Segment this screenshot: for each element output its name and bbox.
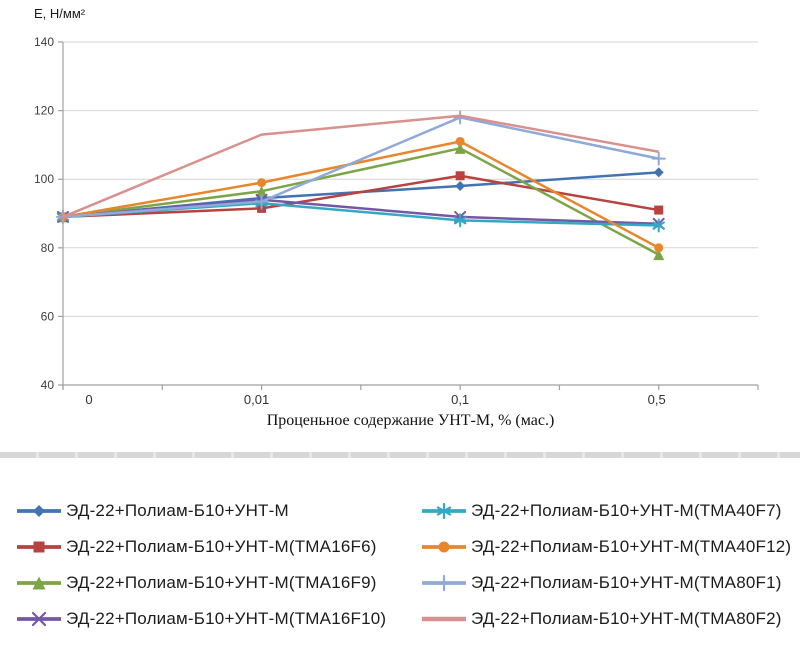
legend-item-series-5: ЭД-22+Полиам-Б10+УНТ-М(ТМА40F7): [420, 493, 800, 529]
legend-item-series-3: ЭД-22+Полиам-Б10+УНТ-М(ТМА16F9): [15, 565, 420, 601]
y-tick-label: 120: [34, 104, 54, 118]
series-5-marker: [453, 216, 467, 225]
series-3-marker: [256, 185, 268, 197]
legend-label: ЭД-22+Полиам-Б10+УНТ-М(ТМА80F2): [471, 609, 782, 628]
y-tick-label: 60: [41, 309, 55, 323]
x-tick-label: 0,01: [244, 392, 269, 407]
line-chart: Е, Н/мм² 40 60 80 100 120 140 0 0,01 0,1 0,5 Проц…: [33, 6, 759, 429]
legend-item-series-7: ЭД-22+Полиам-Б10+УНТ-М(ТМА80F1): [420, 565, 800, 601]
line: [31, 611, 47, 627]
legend-label: ЭД-22+Полиам-Б10+УНТ-М(ТМА40F12): [471, 537, 792, 556]
legend-label: ЭД-22+Полиам-Б10+УНТ-М: [66, 501, 289, 520]
series-6-marker: [257, 178, 267, 188]
y-tick-label: 100: [34, 172, 54, 186]
series-2-marker: [654, 205, 664, 215]
divider-band: [0, 452, 800, 458]
series-5-marker: [652, 221, 665, 230]
y-tick-label: 80: [41, 241, 55, 255]
rect: [33, 541, 45, 553]
plot-area: 40 60 80 100 120 140 0 0,01 0,1 0,5: [34, 35, 759, 407]
circle-legend-marker-icon: [422, 541, 466, 553]
legend-item-series-1: ЭД-22+Полиам-Б10+УНТ-М: [15, 493, 420, 529]
series-line-2: [62, 174, 659, 219]
series-3-marker: [653, 249, 665, 261]
y-tick-label: 140: [34, 35, 54, 49]
legend-label: ЭД-22+Полиам-Б10+УНТ-М(ТМА16F9): [66, 573, 377, 592]
series-3-marker: [454, 142, 466, 154]
series-line-3: [62, 147, 660, 256]
x-legend-marker-icon: [17, 611, 61, 627]
legend-item-series-2: ЭД-22+Полиам-Б10+УНТ-М(ТМА16F6): [15, 529, 420, 565]
y-tick-label: 40: [41, 378, 55, 392]
y-axis-title: Е, Н/мм²: [34, 6, 86, 21]
legend-item-series-8: ЭД-22+Полиам-Б10+УНТ-М(ТМА80F2): [420, 601, 800, 637]
asterisk-legend-marker-icon: [422, 502, 466, 520]
x-tick-label: 0: [85, 392, 92, 407]
legend-label: ЭД-22+Полиам-Б10+УНТ-М(ТМА40F7): [471, 501, 782, 520]
circle: [438, 541, 450, 553]
legend-item-series-6: ЭД-22+Полиам-Б10+УНТ-М(ТМА40F12): [420, 529, 800, 565]
series-line-6: [62, 140, 660, 249]
series-line-8: [62, 114, 659, 219]
legend-item-series-4: ЭД-22+Полиам-Б10+УНТ-М(ТМА16F10): [15, 601, 420, 637]
path: [32, 576, 46, 590]
path: [33, 505, 45, 517]
diamond-legend-marker-icon: [17, 505, 61, 517]
series-line-7: [62, 116, 659, 219]
series-2-marker: [455, 171, 465, 181]
series-1-marker: [455, 181, 466, 192]
x-tick-label: 0,1: [451, 392, 469, 407]
chart-legend: ЭД-22+Полиам-Б10+УНТ-М ЭД-22+Полиам-Б10+У…: [0, 458, 800, 637]
square-legend-marker-icon: [17, 541, 61, 553]
plus-legend-marker-icon: [422, 574, 466, 592]
line: [436, 506, 452, 516]
series-1-marker: [653, 167, 664, 178]
triangle-legend-marker-icon: [17, 576, 61, 590]
x-axis-title: Проценьное содержание УНТ-М, % (мас.): [266, 412, 555, 429]
legend-label: ЭД-22+Полиам-Б10+УНТ-М(ТМА16F10): [66, 609, 387, 628]
series-6-marker: [654, 243, 664, 253]
none-legend-marker-icon: [422, 616, 466, 622]
legend-label: ЭД-22+Полиам-Б10+УНТ-М(ТМА16F6): [66, 537, 377, 556]
legend-label: ЭД-22+Полиам-Б10+УНТ-М(ТМА80F1): [471, 573, 782, 592]
series-6-marker: [455, 136, 465, 146]
x-tick-label: 0,5: [648, 392, 666, 407]
